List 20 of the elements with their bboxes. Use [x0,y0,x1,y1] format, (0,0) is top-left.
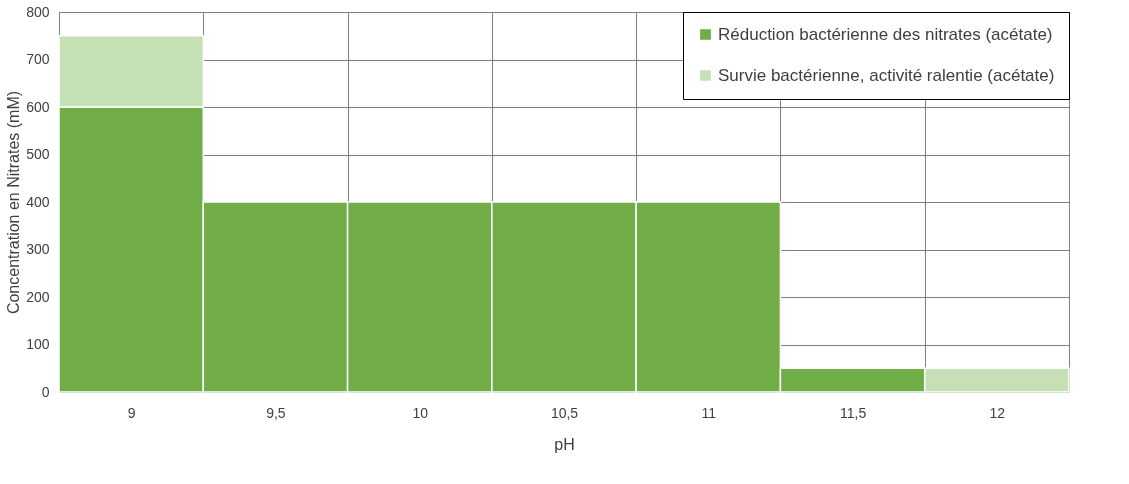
x-tick-label: 10,5 [550,404,579,421]
x-tick-label: 11,5 [839,404,867,421]
y-tick-label: 600 [26,98,50,115]
legend-label: Survie bactérienne, activité ralentie (acétate) [718,65,1055,85]
y-axis-title: Concentration en Nitrates (mM) [5,90,23,315]
y-tick-label: 100 [26,336,50,352]
x-tick-label: 11 [701,404,717,421]
legend-label: Réduction bactérienne des nitrates (acétate) [718,24,1053,44]
y-tick-label: 500 [26,146,50,162]
x-tick-label: 10 [412,404,429,421]
x-tick-label: 9 [127,404,136,421]
y-tick-label: 400 [26,193,50,210]
y-tick-label: 200 [26,288,50,305]
y-tick-label: 700 [26,51,50,67]
y-tick-label: 300 [26,241,50,257]
x-tick-label: 12 [989,404,1006,421]
y-tick-label: 800 [26,3,50,20]
x-tick-label: 9,5 [266,404,286,421]
x-axis-title: pH [554,435,575,453]
y-tick-label: 0 [41,383,50,400]
